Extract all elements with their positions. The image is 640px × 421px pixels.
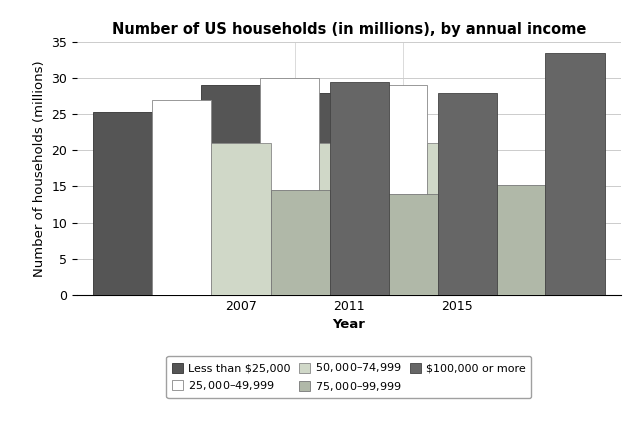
Bar (93, 112, 152, 295)
Bar (545, 53, 605, 295)
Bar (152, 100, 211, 295)
Y-axis label: Number of households (millions): Number of households (millions) (33, 60, 45, 277)
Bar (367, 85, 427, 295)
Bar (271, 190, 330, 295)
Bar (211, 143, 271, 295)
Legend: Less than $25,000, $25,000–$49,999, $50,000–$74,999, $75,000–$99,999, $100,000 o: Less than $25,000, $25,000–$49,999, $50,… (166, 356, 531, 399)
Bar (378, 194, 438, 295)
Bar (319, 143, 378, 295)
Title: Number of US households (in millions), by annual income: Number of US households (in millions), b… (111, 22, 586, 37)
Bar (427, 143, 486, 295)
Bar (201, 85, 260, 295)
Bar (260, 78, 319, 295)
X-axis label: Year: Year (332, 318, 365, 331)
Bar (330, 82, 389, 295)
Bar (486, 185, 545, 295)
Bar (438, 93, 497, 295)
Bar (308, 93, 367, 295)
